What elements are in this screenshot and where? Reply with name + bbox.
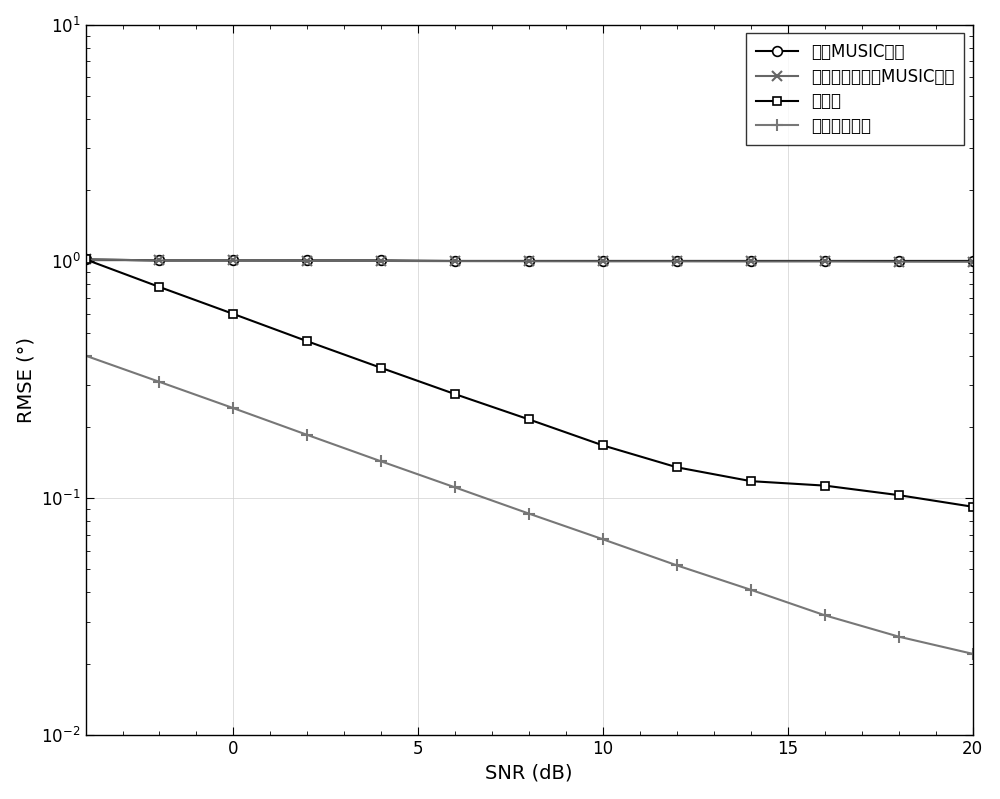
- 传统MUSIC算法: [80, 255, 92, 264]
- 已知幅相误差的MUSIC算法: [967, 257, 979, 267]
- 传统MUSIC算法: [967, 256, 979, 266]
- 已知幅相误差的MUSIC算法: [893, 256, 905, 266]
- 已知幅相误差的MUSIC算法: [523, 256, 535, 266]
- Line: 已知幅相误差的MUSIC算法: 已知幅相误差的MUSIC算法: [81, 255, 978, 267]
- 本发明: [597, 441, 609, 451]
- 本发明: [301, 336, 313, 346]
- 已知幅相误差的MUSIC算法: [819, 256, 831, 266]
- 传统MUSIC算法: [449, 256, 461, 266]
- 本发明: [375, 363, 387, 372]
- 传统MUSIC算法: [893, 256, 905, 266]
- 克拉美罗下界: [375, 456, 387, 466]
- 克拉美罗下界: [893, 632, 905, 642]
- Y-axis label: RMSE (°): RMSE (°): [17, 337, 36, 423]
- 传统MUSIC算法: [523, 256, 535, 266]
- Legend: 传统MUSIC算法, 已知幅相误差的MUSIC算法, 本发明, 克拉美罗下界: 传统MUSIC算法, 已知幅相误差的MUSIC算法, 本发明, 克拉美罗下界: [746, 33, 964, 145]
- 传统MUSIC算法: [375, 256, 387, 265]
- 传统MUSIC算法: [671, 256, 683, 266]
- 本发明: [153, 282, 165, 292]
- Line: 传统MUSIC算法: 传统MUSIC算法: [81, 255, 978, 266]
- 克拉美罗下界: [301, 430, 313, 439]
- 传统MUSIC算法: [597, 256, 609, 266]
- 本发明: [967, 502, 979, 511]
- Line: 克拉美罗下界: 克拉美罗下界: [79, 349, 979, 660]
- 已知幅相误差的MUSIC算法: [449, 256, 461, 266]
- 已知幅相误差的MUSIC算法: [227, 256, 239, 265]
- 本发明: [819, 481, 831, 491]
- 传统MUSIC算法: [819, 256, 831, 266]
- 已知幅相误差的MUSIC算法: [80, 255, 92, 264]
- Line: 本发明: 本发明: [81, 255, 977, 511]
- 已知幅相误差的MUSIC算法: [671, 256, 683, 266]
- 已知幅相误差的MUSIC算法: [375, 256, 387, 266]
- 克拉美罗下界: [967, 649, 979, 658]
- 本发明: [227, 309, 239, 319]
- 本发明: [893, 491, 905, 500]
- 克拉美罗下界: [80, 351, 92, 360]
- 克拉美罗下界: [597, 535, 609, 544]
- 克拉美罗下界: [449, 483, 461, 492]
- 传统MUSIC算法: [227, 256, 239, 265]
- 传统MUSIC算法: [153, 256, 165, 265]
- 本发明: [671, 463, 683, 472]
- 克拉美罗下界: [523, 509, 535, 519]
- 克拉美罗下界: [671, 561, 683, 570]
- 已知幅相误差的MUSIC算法: [301, 256, 313, 266]
- 克拉美罗下界: [153, 377, 165, 387]
- 本发明: [745, 476, 757, 486]
- 传统MUSIC算法: [745, 256, 757, 266]
- 已知幅相误差的MUSIC算法: [745, 256, 757, 266]
- X-axis label: SNR (dB): SNR (dB): [485, 763, 573, 782]
- 克拉美罗下界: [745, 585, 757, 594]
- 本发明: [449, 389, 461, 399]
- 克拉美罗下界: [227, 403, 239, 413]
- 已知幅相误差的MUSIC算法: [597, 256, 609, 266]
- 克拉美罗下界: [819, 610, 831, 620]
- 本发明: [523, 415, 535, 424]
- 本发明: [80, 255, 92, 264]
- 已知幅相误差的MUSIC算法: [153, 256, 165, 265]
- 传统MUSIC算法: [301, 256, 313, 265]
